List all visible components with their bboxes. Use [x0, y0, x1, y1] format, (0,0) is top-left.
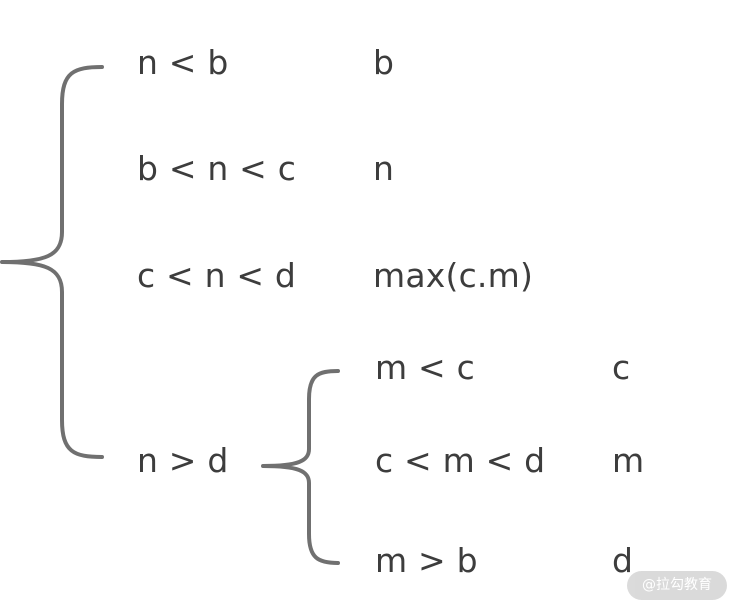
- outer-result-2: n: [373, 149, 395, 188]
- outer-condition-3: c < n < d: [137, 256, 297, 295]
- outer-condition-4: n > d: [137, 441, 229, 480]
- outer-condition-2: b < n < c: [137, 149, 297, 188]
- inner-condition-3: m > b: [375, 541, 478, 580]
- inner-result-3: d: [612, 541, 634, 580]
- outer-result-1: b: [373, 43, 395, 82]
- inner-result-1: c: [612, 348, 631, 387]
- outer-brace: [0, 65, 104, 459]
- inner-brace: [261, 369, 340, 565]
- inner-condition-1: m < c: [375, 348, 475, 387]
- outer-result-3: max(c.m): [373, 256, 534, 295]
- inner-condition-2: c < m < d: [375, 441, 546, 480]
- watermark-badge: @拉勾教育: [627, 571, 727, 600]
- outer-condition-1: n < b: [137, 43, 229, 82]
- inner-result-2: m: [612, 441, 645, 480]
